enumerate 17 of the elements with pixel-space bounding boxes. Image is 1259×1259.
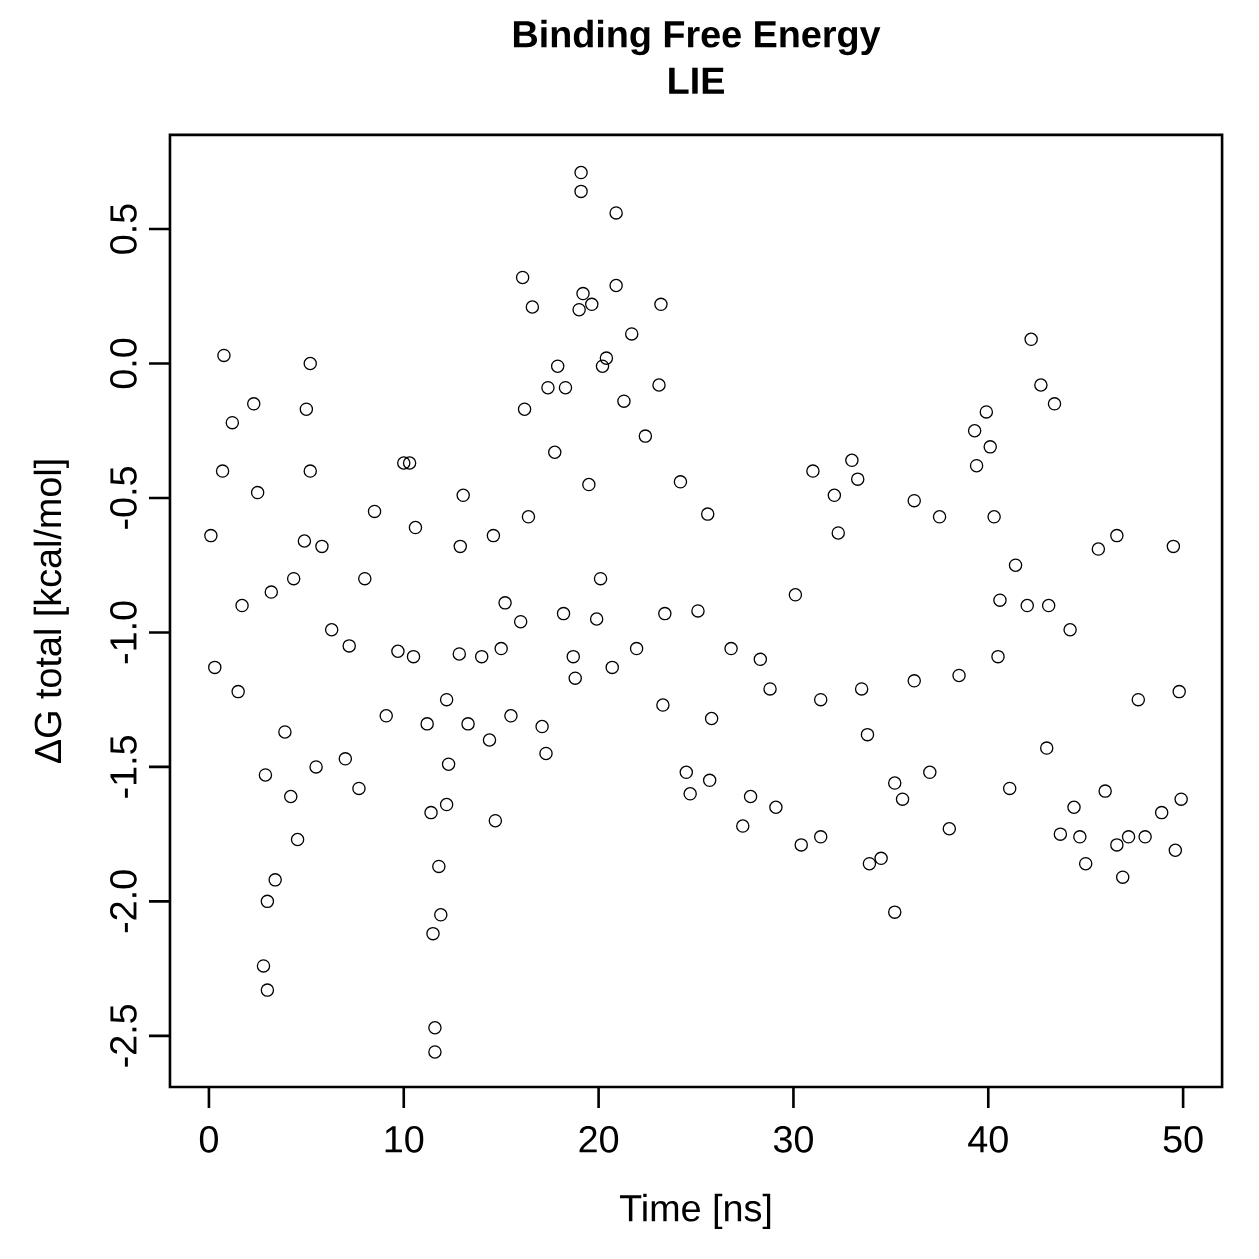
y-tick-label: -0.5 — [110, 467, 137, 529]
y-tick-label: 0.5 — [110, 204, 137, 254]
x-tick-label: 10 — [385, 1125, 424, 1153]
chart-subtitle: LIE — [669, 67, 724, 94]
x-tick-label: 0 — [199, 1125, 218, 1153]
x-axis-title: Time [ns] — [619, 1193, 771, 1230]
y-tick-label: -2.5 — [110, 1004, 137, 1067]
x-tick-label: 50 — [1163, 1125, 1203, 1153]
y-axis-title: ΔG total [kcal/mol] — [33, 460, 69, 763]
x-tick-label: 20 — [579, 1125, 619, 1153]
y-tick-label: -2.0 — [110, 870, 137, 933]
y-tick-label: -1.5 — [110, 735, 137, 798]
x-tick-label: 40 — [968, 1125, 1008, 1153]
y-tick-label: -1.0 — [110, 601, 137, 664]
y-tick-label: 0.0 — [110, 338, 137, 389]
chart-title: Binding Free Energy — [513, 19, 881, 56]
x-tick-label: 30 — [773, 1125, 813, 1153]
